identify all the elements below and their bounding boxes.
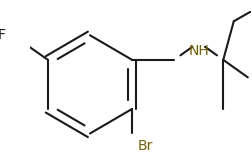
Text: NH: NH: [188, 44, 209, 58]
Text: Br: Br: [137, 139, 153, 153]
Text: F: F: [0, 28, 6, 42]
